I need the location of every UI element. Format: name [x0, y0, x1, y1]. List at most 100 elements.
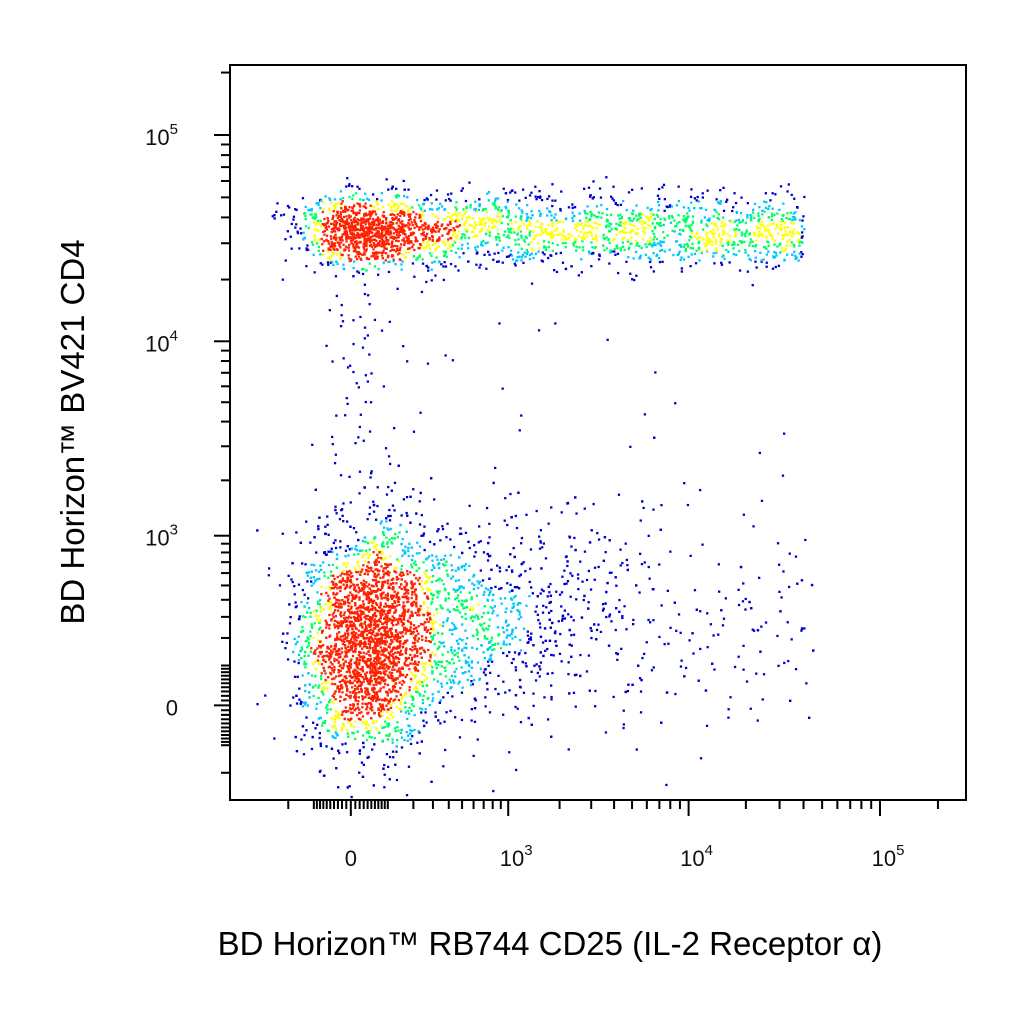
event-dot	[394, 678, 397, 682]
event-dot	[810, 583, 814, 587]
event-dot	[773, 222, 776, 225]
event-dot	[478, 525, 481, 528]
event-dot	[430, 635, 433, 638]
event-dot	[489, 659, 493, 662]
event-dot	[602, 244, 605, 247]
event-dot	[306, 646, 309, 649]
event-dot	[577, 235, 580, 238]
event-dot	[544, 557, 548, 560]
event-dot	[420, 208, 423, 211]
event-dot	[395, 778, 399, 782]
event-dot	[325, 238, 328, 242]
event-dot	[399, 202, 403, 206]
event-dot	[362, 205, 365, 208]
event-dot	[444, 199, 447, 202]
event-dot	[391, 750, 395, 753]
event-dot	[717, 234, 721, 238]
event-dot	[321, 690, 324, 694]
event-dot	[475, 252, 479, 255]
event-dot	[324, 525, 327, 528]
event-dot	[597, 258, 601, 261]
event-dot	[722, 209, 726, 212]
event-dot	[404, 610, 407, 613]
event-dot	[428, 236, 431, 240]
event-dot	[556, 227, 559, 230]
event-dot	[405, 794, 409, 797]
event-dot	[517, 225, 521, 229]
event-dot	[646, 217, 650, 220]
event-dot	[612, 199, 616, 202]
event-dot	[624, 227, 627, 230]
event-dot	[518, 574, 521, 578]
event-dot	[286, 204, 290, 208]
event-dot	[621, 616, 624, 620]
event-dot	[613, 238, 616, 241]
event-dot	[377, 712, 381, 715]
event-dot	[704, 245, 707, 248]
event-dot	[546, 672, 549, 675]
event-dot	[404, 652, 408, 655]
event-dot	[687, 225, 690, 228]
event-dot	[388, 508, 391, 512]
event-dot	[305, 247, 308, 250]
event-dot	[347, 554, 350, 557]
event-dot	[343, 573, 346, 576]
event-dot	[606, 213, 609, 217]
event-dot	[606, 338, 609, 341]
event-dot	[458, 212, 461, 215]
event-dot	[766, 229, 769, 232]
event-dot	[324, 619, 327, 622]
event-dot	[504, 192, 508, 195]
event-dot	[412, 697, 415, 700]
event-dot	[755, 672, 758, 675]
event-dot	[495, 220, 499, 223]
event-dot	[499, 597, 502, 600]
event-dot	[467, 260, 470, 263]
event-dot	[436, 647, 439, 651]
event-dot	[519, 573, 522, 576]
event-dot	[478, 217, 481, 220]
event-dot	[749, 241, 752, 244]
event-dot	[410, 558, 414, 562]
event-dot	[586, 205, 589, 208]
event-dot	[334, 275, 338, 278]
event-dot	[424, 711, 427, 714]
event-dot	[345, 585, 349, 588]
event-dot	[379, 549, 382, 553]
event-dot	[427, 576, 431, 580]
event-dot	[502, 246, 505, 249]
event-dot	[473, 221, 477, 224]
event-dot	[523, 251, 526, 254]
event-dot	[333, 668, 336, 671]
event-dot	[663, 198, 666, 201]
event-dot	[394, 763, 397, 766]
event-dot	[655, 237, 659, 241]
event-dot	[454, 206, 457, 209]
event-dot	[382, 205, 385, 209]
event-dot	[339, 635, 342, 638]
event-dot	[442, 621, 445, 624]
event-dot	[291, 580, 294, 584]
event-dot	[512, 228, 515, 231]
event-dot	[427, 266, 430, 269]
event-dot	[518, 610, 521, 614]
event-dot	[416, 257, 419, 260]
event-dot	[290, 247, 293, 250]
event-dot	[370, 372, 373, 375]
event-dot	[411, 649, 414, 652]
event-dot	[372, 500, 375, 503]
event-dot	[347, 594, 350, 597]
event-dot	[334, 615, 337, 618]
event-dot	[706, 238, 709, 241]
event-dot	[723, 257, 726, 260]
event-dot	[431, 597, 434, 600]
event-dot	[423, 224, 426, 227]
event-dot	[382, 698, 385, 702]
event-dot	[399, 731, 403, 735]
event-dot	[679, 665, 683, 668]
event-dot	[493, 605, 496, 608]
event-dot	[408, 686, 411, 689]
event-dot	[594, 705, 597, 708]
event-dot	[402, 601, 405, 604]
event-dot	[342, 710, 346, 713]
